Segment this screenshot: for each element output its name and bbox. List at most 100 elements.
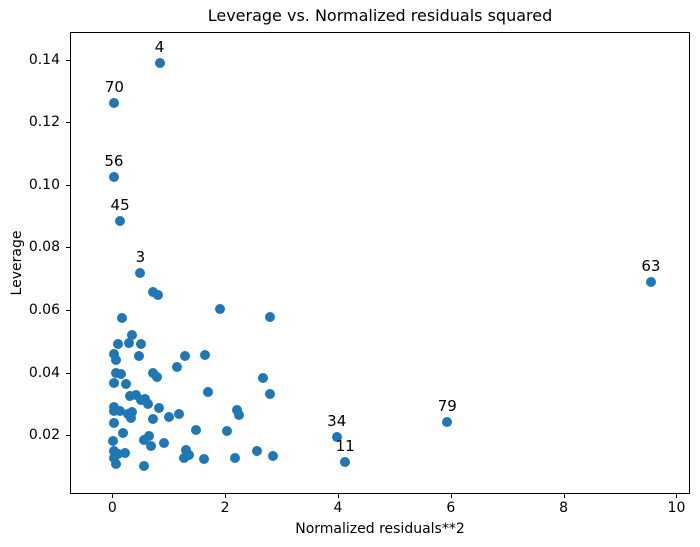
scatter-point [145, 440, 156, 451]
scatter-point [191, 425, 202, 436]
x-tick-mark [450, 494, 452, 498]
x-tick-mark [225, 494, 227, 498]
scatter-point [109, 98, 120, 109]
scatter-point [199, 350, 210, 361]
scatter-point [124, 338, 135, 349]
y-tick-mark [66, 122, 70, 124]
scatter-point [139, 460, 150, 471]
scatter-point [108, 446, 119, 457]
scatter-point [108, 171, 119, 182]
scatter-point [179, 452, 190, 463]
x-tick-label: 2 [220, 500, 230, 516]
scatter-point [135, 395, 146, 406]
scatter-point [257, 373, 268, 384]
scatter-point [331, 432, 342, 443]
scatter-point [645, 277, 656, 288]
x-axis-label: Normalized residuals**2 [295, 521, 465, 537]
point-label: 45 [110, 196, 130, 215]
y-axis-label: Leverage [9, 230, 25, 296]
y-tick-label: 0.14 [28, 51, 60, 68]
scatter-point [139, 434, 150, 445]
y-tick-mark [66, 59, 70, 61]
y-tick-label: 0.06 [28, 301, 60, 318]
plot-area: 4 70 56 45 3 63 79 34 11 [70, 32, 690, 494]
y-tick-label: 0.08 [28, 239, 60, 256]
scatter-point [112, 339, 123, 350]
scatter-point [108, 377, 119, 388]
x-tick-mark [112, 494, 114, 498]
scatter-point [119, 447, 130, 458]
x-tick-label: 0 [107, 500, 117, 516]
scatter-point [252, 446, 263, 457]
scatter-point [135, 339, 146, 350]
y-tick-mark [66, 435, 70, 437]
scatter-point [108, 418, 119, 428]
scatter-point [199, 454, 210, 464]
y-tick-label: 0.02 [28, 427, 60, 444]
scatter-point [172, 361, 183, 372]
y-tick-label: 0.10 [28, 176, 60, 193]
scatter-point [125, 391, 136, 402]
scatter-point [230, 453, 241, 464]
scatter-point [115, 216, 126, 227]
scatter-point [131, 389, 142, 400]
scatter-point [340, 457, 351, 468]
point-label: 56 [104, 151, 124, 170]
point-label: 34 [327, 412, 347, 431]
y-tick-mark [66, 372, 70, 374]
scatter-point [127, 406, 138, 417]
scatter-point [135, 267, 146, 278]
scatter-point [184, 449, 195, 460]
x-tick-label: 4 [333, 500, 343, 516]
y-tick-mark [66, 184, 70, 186]
scatter-point [116, 313, 127, 324]
y-tick-label: 0.04 [28, 364, 60, 381]
scatter-point [264, 388, 275, 399]
scatter-point [120, 378, 131, 389]
scatter-point [143, 398, 154, 409]
scatter-point [118, 427, 129, 438]
scatter-point [110, 458, 121, 469]
scatter-point [267, 451, 278, 462]
x-tick-mark [676, 494, 678, 498]
scatter-point [111, 367, 122, 378]
point-label: 4 [154, 37, 165, 56]
x-tick-mark [563, 494, 565, 498]
point-label: 11 [335, 437, 355, 456]
chart-title: Leverage vs. Normalized residuals square… [207, 6, 553, 25]
scatter-point [147, 287, 158, 298]
scatter-point [147, 414, 158, 425]
scatter-point [108, 406, 119, 417]
scatter-point [179, 350, 190, 361]
scatter-point [442, 417, 453, 428]
scatter-point [125, 413, 136, 424]
scatter-point [108, 349, 119, 360]
scatter-point [164, 412, 175, 423]
x-tick-label: 6 [446, 500, 456, 516]
scatter-point [222, 426, 233, 437]
x-tick-label: 10 [667, 500, 686, 516]
scatter-point [154, 57, 165, 68]
point-label: 79 [437, 397, 457, 416]
scatter-point [110, 354, 121, 365]
scatter-point [152, 290, 163, 301]
y-tick-mark [66, 309, 70, 311]
scatter-point [108, 436, 119, 447]
scatter-point [151, 371, 162, 382]
y-tick-mark [66, 247, 70, 249]
x-tick-mark [337, 494, 339, 498]
point-label: 3 [135, 247, 146, 266]
scatter-point [134, 351, 145, 362]
scatter-point [116, 369, 127, 380]
scatter-point [108, 452, 119, 463]
scatter-point [265, 312, 276, 323]
scatter-point [126, 329, 137, 340]
point-label: 63 [641, 257, 661, 276]
scatter-point [233, 409, 244, 420]
scatter-point [202, 387, 213, 398]
y-tick-label: 0.12 [28, 114, 60, 131]
scatter-point [115, 406, 126, 417]
x-tick-label: 8 [559, 500, 569, 516]
scatter-point [174, 408, 185, 419]
